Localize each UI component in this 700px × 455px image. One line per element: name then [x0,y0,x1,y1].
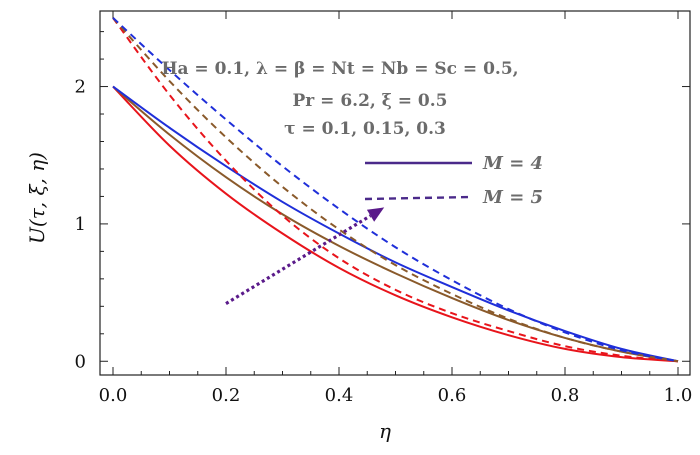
legend-label-m5: M = 5 [482,187,543,208]
series-line-5-dashed [112,17,679,363]
series-line-4-dashed [112,17,679,363]
y-axis: 0 1 2 [75,31,690,372]
series-line-2-solid [112,85,679,363]
arrow-head [366,207,385,222]
x-tick-label: 0.6 [438,385,467,406]
x-axis: 0.0 0.2 0.4 0.6 0.8 1.0 [99,11,693,406]
x-tick-label: 1.0 [664,385,693,406]
series-line-0-solid [112,85,679,363]
series-line-3-dashed [112,17,679,363]
series-line-1-solid [112,85,679,363]
legend-swatch-m5 [364,195,473,201]
x-tick-label: 0.0 [99,385,128,406]
annotation-line-2: Pr = 6.2, ξ = 0.5 [293,91,448,111]
x-tick-label: 0.2 [212,385,241,406]
legend-label-m4: M = 4 [482,153,543,174]
y-axis-label: U(τ, ξ, η) [25,152,49,244]
x-axis-label: η [379,419,391,443]
x-tick-label: 0.4 [325,385,354,406]
y-tick-label: 2 [75,77,86,98]
trend-arrow [225,207,385,305]
legend: M = 4 M = 5 [364,153,543,208]
annotation-line-1: Ha = 0.1, λ = β = Nt = Nb = Sc = 0.5, [161,59,518,79]
series-group [112,17,679,363]
x-tick-label: 0.8 [551,385,580,406]
y-tick-label: 1 [75,214,86,235]
y-tick-label: 0 [75,351,86,372]
arrow-shaft [225,214,372,305]
annotation-line-3: τ = 0.1, 0.15, 0.3 [284,119,446,139]
